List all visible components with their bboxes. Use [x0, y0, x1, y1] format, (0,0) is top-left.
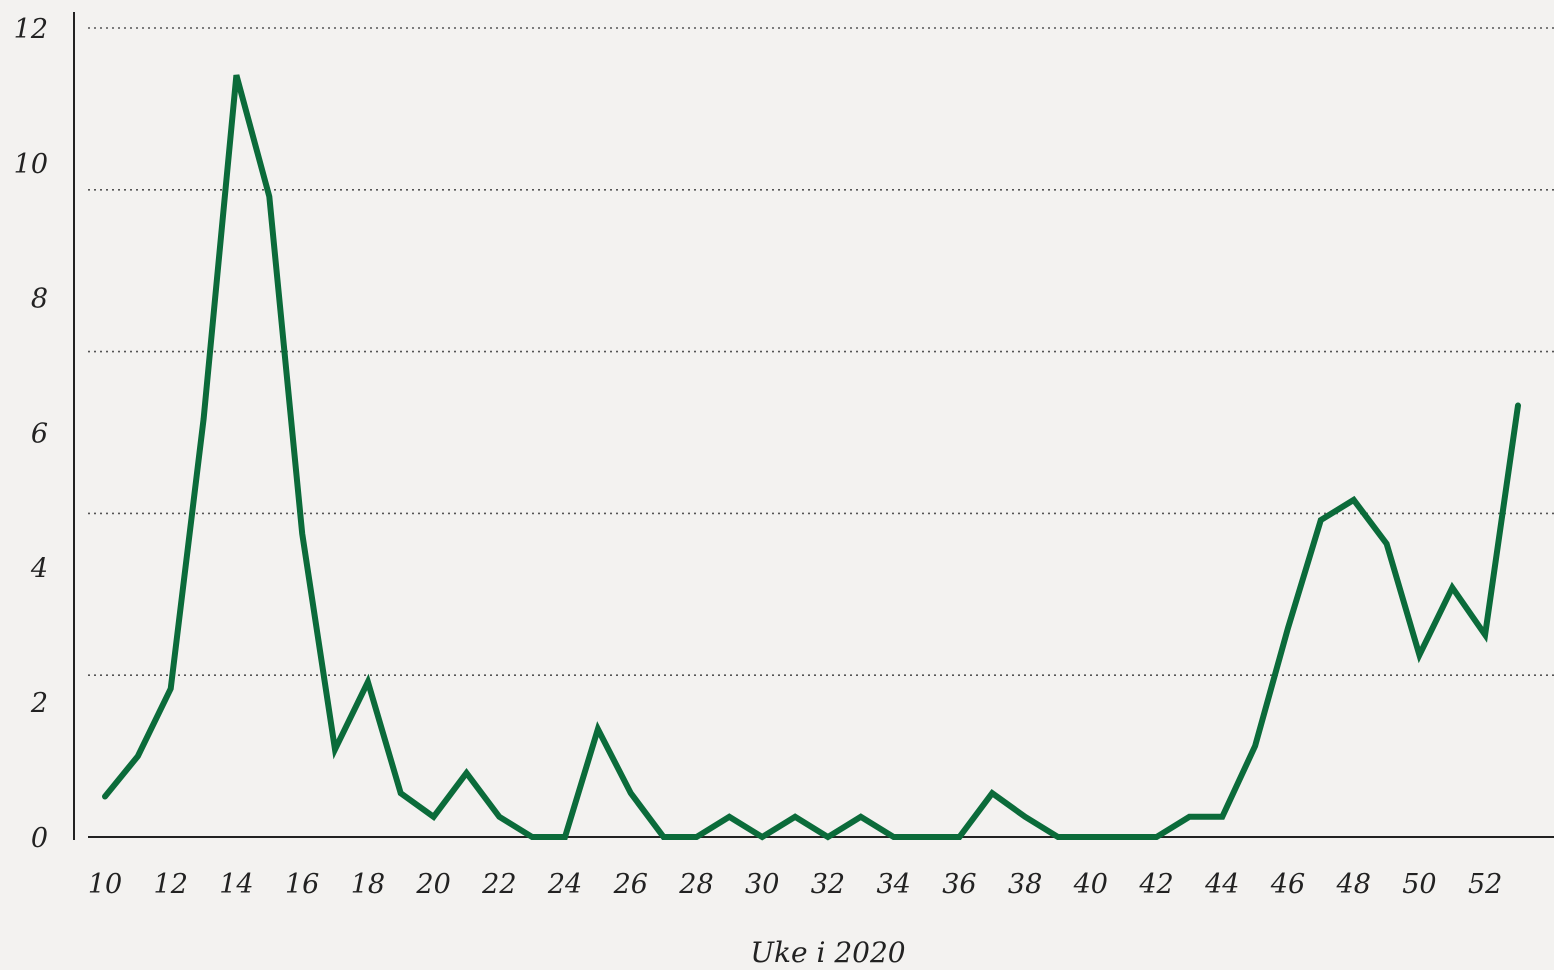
y-tick-label: 6: [31, 419, 48, 450]
x-tick-label: 26: [613, 869, 648, 900]
series-layer: [102, 74, 1521, 841]
x-tick-label: 32: [811, 869, 845, 900]
x-tick-label: 20: [415, 869, 450, 900]
x-tick-label: 22: [481, 869, 516, 900]
x-tick-label: 12: [154, 869, 188, 900]
x-tick-labels: 10 12 14 16 18 20 22 24 26 28 30 32 34 36 38 40 42 44 46 48…: [88, 869, 1502, 900]
x-tick-label: 38: [1008, 869, 1042, 900]
y-tick-label: 12: [14, 14, 48, 45]
y-tick-label: 2: [30, 688, 48, 719]
x-tick-label: 24: [547, 869, 582, 900]
x-tick-label: 50: [1402, 869, 1436, 900]
x-tick-label: 34: [876, 869, 910, 900]
axes: [73, 12, 1554, 840]
y-tick-label: 8: [31, 284, 48, 315]
x-tick-label: 40: [1073, 869, 1108, 900]
series-line: [102, 74, 1521, 841]
x-tick-label: 42: [1138, 869, 1173, 900]
x-tick-label: 44: [1204, 869, 1239, 900]
y-tick-label: 4: [30, 553, 48, 584]
grid-lines: [88, 27, 1554, 677]
x-tick-label: 18: [351, 869, 385, 900]
y-tick-label: 0: [31, 823, 48, 854]
x-tick-label: 36: [942, 869, 976, 900]
x-tick-label: 30: [745, 869, 779, 900]
x-tick-label: 46: [1270, 869, 1305, 900]
x-tick-label: 52: [1468, 869, 1502, 900]
y-tick-label: 10: [14, 149, 48, 180]
x-tick-label: 16: [285, 869, 319, 900]
x-axis-label: Uke i 2020: [750, 936, 905, 969]
x-tick-label: 48: [1336, 869, 1371, 900]
x-tick-label: 28: [678, 869, 713, 900]
x-tick-label: 10: [88, 869, 122, 900]
x-tick-label: 14: [219, 869, 253, 900]
y-tick-labels: 0 2 4 6 8 10 12: [14, 14, 48, 854]
